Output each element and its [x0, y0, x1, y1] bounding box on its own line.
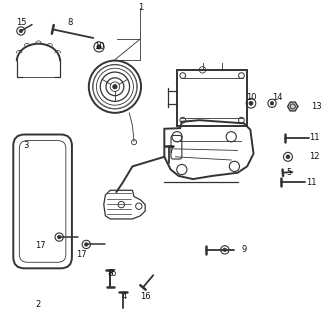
Text: 13: 13 — [311, 102, 322, 111]
Circle shape — [223, 248, 226, 252]
Text: 12: 12 — [309, 152, 319, 161]
Text: 7: 7 — [168, 146, 174, 155]
Circle shape — [84, 243, 88, 246]
Text: 17: 17 — [76, 251, 87, 260]
Text: 5: 5 — [286, 168, 291, 177]
Circle shape — [249, 101, 253, 105]
Circle shape — [97, 45, 101, 49]
Circle shape — [113, 84, 117, 89]
Text: 9: 9 — [241, 245, 247, 254]
Text: 4: 4 — [122, 292, 127, 301]
Text: 14: 14 — [272, 93, 283, 102]
Text: 10: 10 — [246, 93, 256, 102]
Circle shape — [19, 29, 23, 33]
Circle shape — [270, 101, 274, 105]
Text: 6: 6 — [111, 268, 116, 278]
Circle shape — [286, 155, 290, 159]
Polygon shape — [288, 102, 298, 111]
Text: 3: 3 — [23, 141, 28, 150]
Text: 8: 8 — [68, 19, 73, 28]
Text: 16: 16 — [140, 292, 150, 301]
Text: 2: 2 — [36, 300, 41, 309]
Text: 11: 11 — [309, 133, 319, 142]
Circle shape — [57, 236, 61, 239]
Text: 15: 15 — [16, 19, 26, 28]
Text: 17: 17 — [35, 241, 45, 250]
Text: 1: 1 — [138, 3, 143, 12]
Text: 10: 10 — [94, 42, 104, 52]
Bar — [177, 70, 247, 126]
Text: 11: 11 — [306, 178, 316, 187]
Text: 8: 8 — [108, 268, 113, 278]
